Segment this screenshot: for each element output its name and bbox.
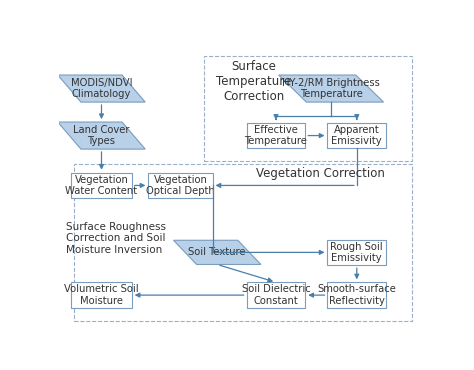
Polygon shape [173, 240, 261, 265]
Text: Vegetation Correction: Vegetation Correction [255, 168, 384, 181]
FancyBboxPatch shape [328, 282, 386, 308]
Text: Surface Roughness
Correction and Soil
Moisture Inversion: Surface Roughness Correction and Soil Mo… [66, 222, 166, 255]
Text: Soil Texture: Soil Texture [189, 248, 246, 258]
FancyBboxPatch shape [328, 123, 386, 148]
Text: Apparent
Emissivity: Apparent Emissivity [331, 125, 382, 147]
FancyBboxPatch shape [71, 172, 132, 198]
Text: Soil Dielectric
Constant: Soil Dielectric Constant [242, 284, 310, 306]
Text: MODIS/NDVI
Climatology: MODIS/NDVI Climatology [71, 78, 132, 100]
Text: HY-2/RM Brightness
Temperature: HY-2/RM Brightness Temperature [282, 78, 380, 100]
Text: Surface
Temperature
Correction: Surface Temperature Correction [216, 60, 292, 103]
Text: Vegetation
Water Content: Vegetation Water Content [65, 175, 137, 196]
FancyBboxPatch shape [328, 239, 386, 265]
Polygon shape [279, 75, 383, 102]
FancyBboxPatch shape [148, 172, 213, 198]
FancyBboxPatch shape [246, 123, 305, 148]
Polygon shape [58, 75, 145, 102]
Text: Rough Soil
Emissivity: Rough Soil Emissivity [330, 242, 383, 263]
Text: Smooth-surface
Reflectivity: Smooth-surface Reflectivity [318, 284, 396, 306]
Text: Volumetric Soil
Moisture: Volumetric Soil Moisture [64, 284, 139, 306]
Text: Effective
Temperature: Effective Temperature [245, 125, 308, 147]
Text: Vegetation
Optical Depth: Vegetation Optical Depth [146, 175, 215, 196]
FancyBboxPatch shape [246, 282, 305, 308]
FancyBboxPatch shape [71, 282, 132, 308]
Polygon shape [58, 122, 145, 149]
Text: Land Cover
Types: Land Cover Types [73, 125, 130, 147]
